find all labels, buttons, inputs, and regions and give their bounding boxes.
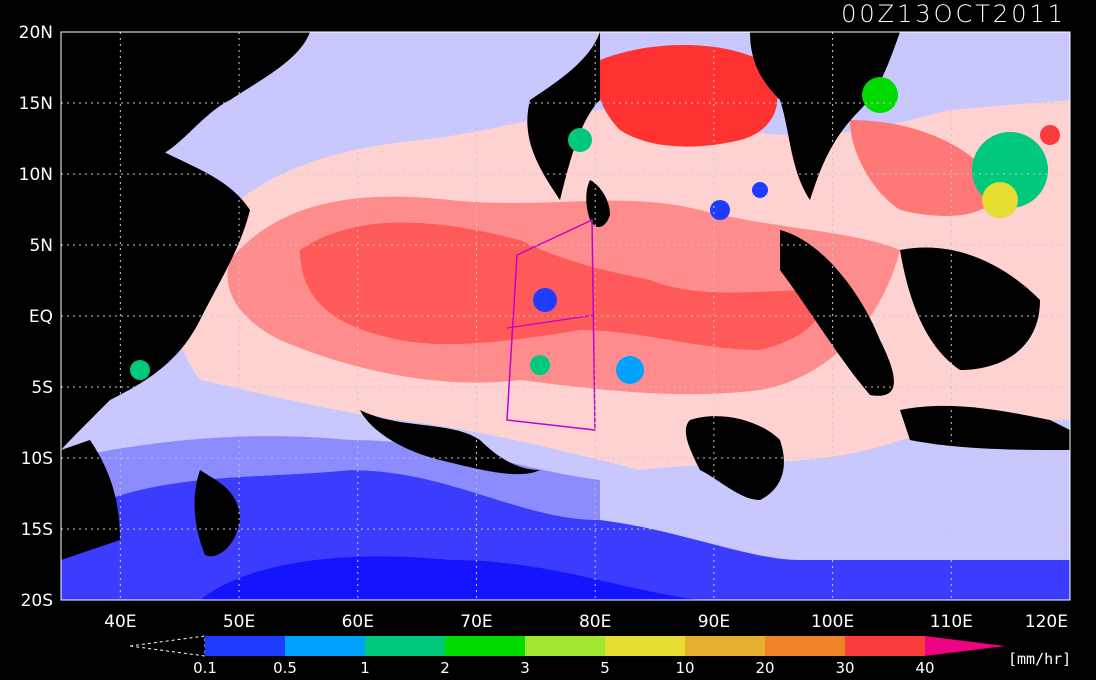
- land-java: [900, 405, 1070, 450]
- longitude-label: 100E: [811, 612, 854, 632]
- land-sri-lanka: [586, 180, 610, 227]
- latitude-label: 20N: [19, 23, 53, 43]
- longitude-label: 90E: [698, 612, 730, 632]
- colorbar-tick-label: 0.5: [273, 659, 297, 677]
- rain-cell: [982, 182, 1018, 218]
- colorbar-high-arrow: [925, 636, 1005, 656]
- land-africa-east: [61, 440, 120, 560]
- colorbar-segment: [365, 636, 445, 656]
- grid-lines: [61, 32, 1070, 600]
- colorbar-tick-label: 1: [360, 659, 370, 677]
- colorbar-tick-label: 5: [600, 659, 610, 677]
- colorbar-labels: 0.1 0.5 1 2 3 5 10 20 30 40: [193, 659, 934, 677]
- colorbar-tick-label: 40: [915, 659, 934, 677]
- land-madagascar: [194, 470, 240, 557]
- latitude-label: EQ: [29, 307, 53, 327]
- rain-cell: [530, 355, 550, 375]
- colorbar-unit: [mm/hr]: [1008, 650, 1072, 668]
- rain-cell: [130, 360, 150, 380]
- rain-cell: [752, 182, 768, 198]
- map-panel: [60, 31, 1071, 601]
- rain-cell: [710, 200, 730, 220]
- latitude-label: 5N: [29, 236, 53, 256]
- colorbar-segment: [845, 636, 925, 656]
- colorbar-tick-label: 30: [835, 659, 854, 677]
- colorbar-segment: [445, 636, 525, 656]
- region-box-divider: [506, 314, 596, 329]
- rain-cell: [533, 288, 557, 312]
- colorbar-segment: [205, 636, 285, 656]
- bay-of-bengal-strong: [596, 45, 778, 147]
- latitude-label: 15S: [21, 520, 53, 540]
- colorbar-segment: [525, 636, 605, 656]
- rain-cell: [1040, 125, 1060, 145]
- colorbar-tick-label: 2: [440, 659, 450, 677]
- ocean-south-deepest: [200, 556, 700, 600]
- land-india: [300, 32, 600, 200]
- land-myanmar-thailand: [750, 32, 900, 200]
- latitude-label: 5S: [31, 378, 53, 398]
- land-africa-horn: [61, 145, 250, 451]
- latitude-label: 10N: [19, 165, 53, 185]
- timestamp-label: 00Z13OCT2011: [841, 0, 1066, 28]
- south-china-sea-rain: [850, 120, 1000, 216]
- longitude-label: 60E: [342, 612, 374, 632]
- land-sumatra: [780, 230, 894, 396]
- longitude-label: 70E: [460, 612, 492, 632]
- latitude-label: 20S: [21, 591, 53, 611]
- longitude-label: 40E: [104, 612, 136, 632]
- rain-cell: [616, 356, 644, 384]
- colorbar-low-arrow: [129, 635, 206, 657]
- rain-cell: [862, 77, 898, 113]
- colorbar-tick-label: 20: [755, 659, 774, 677]
- longitude-label: 50E: [223, 612, 255, 632]
- ocean-tropical-strong: [300, 222, 822, 350]
- longitude-label: 120E: [1025, 612, 1068, 632]
- longitude-label: 110E: [930, 612, 973, 632]
- latitude-label: 15N: [19, 94, 53, 114]
- colorbar-segment: [605, 636, 685, 656]
- colorbar-segment: [765, 636, 845, 656]
- latitude-labels: 20N 15N 10N 5N EQ 5S 10S 15S 20S: [19, 23, 53, 611]
- colorbar-segment: [285, 636, 365, 656]
- colorbar: [129, 635, 1005, 657]
- colorbar-tick-label: 3: [520, 659, 530, 677]
- colorbar-tick-label: 10: [675, 659, 694, 677]
- land-borneo: [900, 247, 1040, 370]
- rain-cell: [568, 128, 592, 152]
- map-frame: [60, 31, 1071, 601]
- colorbar-tick-label: 0.1: [193, 659, 217, 677]
- colorbar-segment: [685, 636, 765, 656]
- rain-cells: [130, 77, 1060, 384]
- latitude-label: 10S: [21, 449, 53, 469]
- longitude-labels: 40E 50E 60E 70E 80E 90E 100E 110E 120E: [104, 612, 1068, 632]
- longitude-label: 80E: [579, 612, 611, 632]
